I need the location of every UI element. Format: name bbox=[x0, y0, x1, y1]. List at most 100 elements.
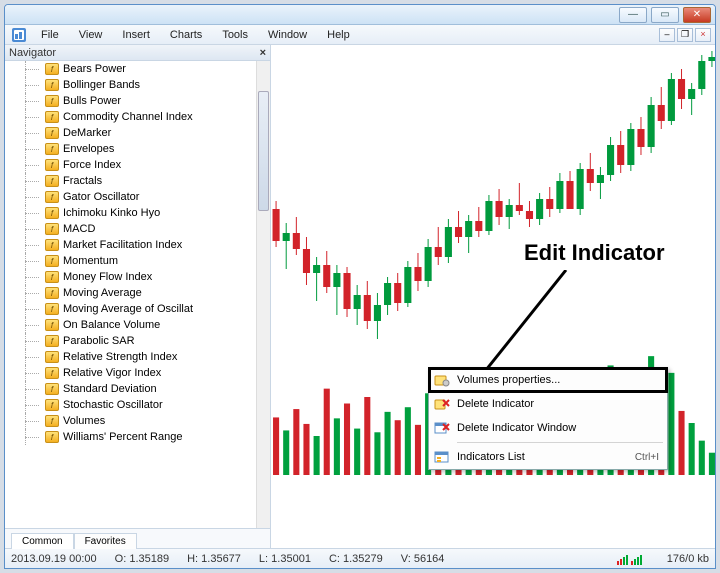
navigator-close-icon[interactable]: × bbox=[260, 47, 266, 59]
ctx-indicators-list[interactable]: Indicators ListCtrl+I bbox=[429, 445, 667, 469]
indicator-item[interactable]: fMomentum bbox=[5, 253, 256, 269]
status-datetime: 2013.09.19 00:00 bbox=[11, 553, 97, 565]
indicator-label: Volumes bbox=[63, 415, 105, 427]
indicator-item[interactable]: f Envelopes bbox=[5, 141, 256, 157]
indicator-label: Bulls Power bbox=[63, 95, 121, 107]
indicator-label: Relative Vigor Index bbox=[63, 367, 161, 379]
indicator-item[interactable]: fFractals bbox=[5, 173, 256, 189]
indicator-item[interactable]: fOn Balance Volume bbox=[5, 317, 256, 333]
status-traffic: 176/0 kb bbox=[667, 553, 709, 565]
indicator-icon: f bbox=[45, 127, 59, 139]
indicator-item[interactable]: fGator Oscillator bbox=[5, 189, 256, 205]
indicator-label: Relative Strength Index bbox=[63, 351, 177, 363]
scrollbar-thumb[interactable] bbox=[258, 91, 269, 211]
indicator-item[interactable]: fMarket Facilitation Index bbox=[5, 237, 256, 253]
indicator-item[interactable]: fStochastic Oscillator bbox=[5, 397, 256, 413]
indicator-item[interactable]: f Force Index bbox=[5, 157, 256, 173]
menu-tools[interactable]: Tools bbox=[212, 27, 258, 43]
indicator-item[interactable]: f Relative Vigor Index bbox=[5, 365, 256, 381]
menubar: FileViewInsertChartsToolsWindowHelp – ❐ … bbox=[5, 25, 715, 45]
indicator-label: Envelopes bbox=[63, 143, 114, 155]
tab-favorites[interactable]: Favorites bbox=[74, 533, 137, 549]
indicator-icon: f bbox=[45, 79, 59, 91]
indicator-icon: f bbox=[45, 63, 59, 75]
indicator-icon: f bbox=[45, 111, 59, 123]
indicator-icon: f bbox=[45, 303, 59, 315]
annotation-line bbox=[486, 270, 570, 374]
indicator-icon: f bbox=[45, 143, 59, 155]
indicator-item[interactable]: fVolumes bbox=[5, 413, 256, 429]
ctx-label: Volumes properties... bbox=[457, 374, 560, 386]
indicator-label: Momentum bbox=[63, 255, 118, 267]
annotation-label: Edit Indicator bbox=[524, 240, 665, 266]
indicator-item[interactable]: f Moving Average bbox=[5, 285, 256, 301]
navigator-tabs: CommonFavorites bbox=[5, 528, 270, 548]
indicator-icon: f bbox=[45, 239, 59, 251]
navigator-title: Navigator bbox=[9, 47, 56, 59]
ctx-delete-indicator[interactable]: Delete Indicator bbox=[429, 392, 667, 416]
indicator-item[interactable]: f DeMarker bbox=[5, 125, 256, 141]
indicator-item[interactable]: f Commodity Channel Index bbox=[5, 109, 256, 125]
indicator-label: Gator Oscillator bbox=[63, 191, 139, 203]
indicator-props-icon bbox=[433, 372, 451, 388]
ctx-shortcut: Ctrl+I bbox=[635, 452, 659, 463]
indicator-label: Fractals bbox=[63, 175, 102, 187]
indicator-label: Bears Power bbox=[63, 63, 126, 75]
delete-window-icon bbox=[433, 420, 451, 436]
menu-help[interactable]: Help bbox=[317, 27, 360, 43]
app-icon bbox=[11, 27, 27, 43]
indicator-item[interactable]: fMoney Flow Index bbox=[5, 269, 256, 285]
indicator-item[interactable]: fParabolic SAR bbox=[5, 333, 256, 349]
menu-insert[interactable]: Insert bbox=[112, 27, 160, 43]
indicator-label: Force Index bbox=[63, 159, 121, 171]
menu-view[interactable]: View bbox=[69, 27, 113, 43]
indicator-item[interactable]: fMoving Average of Oscillat bbox=[5, 301, 256, 317]
indicator-icon: f bbox=[45, 271, 59, 283]
status-open: O: 1.35189 bbox=[115, 553, 169, 565]
delete-icon bbox=[433, 396, 451, 412]
mdi-close-button[interactable]: × bbox=[695, 28, 711, 42]
tab-common[interactable]: Common bbox=[11, 533, 74, 549]
navigator-tree: f Bears Power f Bollinger Bands f Bulls Power… bbox=[5, 61, 270, 528]
titlebar: — ▭ ✕ bbox=[5, 5, 715, 25]
indicator-label: Commodity Channel Index bbox=[63, 111, 193, 123]
menu-window[interactable]: Window bbox=[258, 27, 317, 43]
indicator-icon: f bbox=[45, 159, 59, 171]
menu-charts[interactable]: Charts bbox=[160, 27, 212, 43]
indicator-item[interactable]: fWilliams' Percent Range bbox=[5, 429, 256, 445]
indicator-item[interactable]: f Bulls Power bbox=[5, 93, 256, 109]
indicator-item[interactable]: f Bollinger Bands bbox=[5, 77, 256, 93]
indicator-item[interactable]: fMACD bbox=[5, 221, 256, 237]
indicator-icon: f bbox=[45, 431, 59, 443]
indicator-label: DeMarker bbox=[63, 127, 111, 139]
indicator-label: MACD bbox=[63, 223, 95, 235]
close-button[interactable]: ✕ bbox=[683, 7, 711, 23]
maximize-button[interactable]: ▭ bbox=[651, 7, 679, 23]
indicator-label: Bollinger Bands bbox=[63, 79, 140, 91]
indicator-label: Moving Average bbox=[63, 287, 142, 299]
status-low: L: 1.35001 bbox=[259, 553, 311, 565]
mdi-minimize-button[interactable]: – bbox=[659, 28, 675, 42]
mdi-restore-button[interactable]: ❐ bbox=[677, 28, 693, 42]
indicator-icon: f bbox=[45, 367, 59, 379]
indicator-label: Parabolic SAR bbox=[63, 335, 135, 347]
indicator-item[interactable]: f Bears Power bbox=[5, 61, 256, 77]
navigator-panel: Navigator × f Bears Power f Bollinger Bands… bbox=[5, 45, 271, 548]
list-icon bbox=[433, 449, 451, 465]
minimize-button[interactable]: — bbox=[619, 7, 647, 23]
status-high: H: 1.35677 bbox=[187, 553, 241, 565]
ctx-volumes-properties-[interactable]: Volumes properties... bbox=[429, 368, 667, 392]
indicator-icon: f bbox=[45, 287, 59, 299]
indicator-item[interactable]: fIchimoku Kinko Hyo bbox=[5, 205, 256, 221]
connection-icon bbox=[617, 553, 649, 565]
indicator-item[interactable]: fStandard Deviation bbox=[5, 381, 256, 397]
indicator-icon: f bbox=[45, 383, 59, 395]
ctx-delete-indicator-window[interactable]: Delete Indicator Window bbox=[429, 416, 667, 440]
navigator-scrollbar[interactable] bbox=[256, 61, 270, 528]
status-close: C: 1.35279 bbox=[329, 553, 383, 565]
indicator-item[interactable]: fRelative Strength Index bbox=[5, 349, 256, 365]
menu-file[interactable]: File bbox=[31, 27, 69, 43]
ctx-label: Delete Indicator Window bbox=[457, 422, 576, 434]
app-window: — ▭ ✕ FileViewInsertChartsToolsWindowHel… bbox=[4, 4, 716, 569]
indicator-icon: f bbox=[45, 95, 59, 107]
